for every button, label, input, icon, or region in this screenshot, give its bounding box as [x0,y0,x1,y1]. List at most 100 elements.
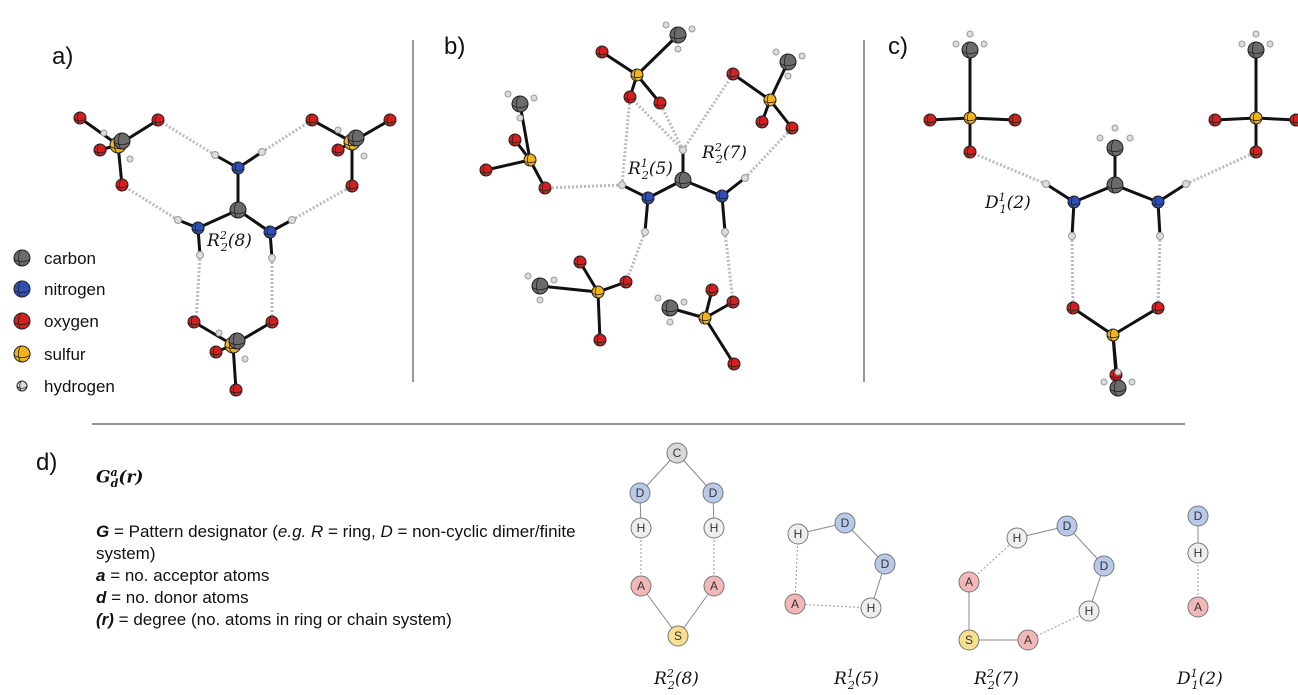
hydrogen-bond [1070,235,1075,309]
hydrogen-atom [1156,232,1164,240]
graph-node-A [1017,629,1039,651]
oxygen-atom [538,181,552,195]
hydrogen-bond [681,73,735,151]
graph-node-H [1078,600,1100,622]
nitrogen-atom [231,161,245,175]
nitrogen-atom [715,189,729,203]
hydrogen-atom [1182,180,1190,188]
hydrogen-atom [618,181,626,189]
oxygen-atom [619,275,633,289]
sulfur-atom [963,111,977,125]
graph-node-S [667,625,689,647]
oxygen-atom [785,121,799,135]
annotation-b-ring1: R1 2(5) [627,157,673,182]
nitrogen-legend-icon [13,280,31,298]
hydrogen-atom [798,52,806,60]
nitrogen-atom [641,191,655,205]
hydrogen-atom [1096,134,1104,142]
legend-label-hydrogen: hydrogen [44,377,115,396]
oxygen-atom [595,45,609,59]
graph-node-D [629,482,651,504]
hydrogen-legend-icon [16,380,28,392]
oxygen-atom [653,96,667,110]
panel-label-d: d) [36,449,57,476]
hydrogen-atom [1126,134,1134,142]
graph-node-label: D [841,516,850,530]
carbon-atom [228,332,246,350]
hydrogen-atom [100,129,108,137]
annotation-c-dimer: D1 1(2) [984,191,1031,216]
graph-node-label: A [791,597,799,611]
graph-set-label-3: D1 1(2) [1176,667,1223,692]
carbon-atom [661,299,679,317]
oxygen-atom [727,357,741,371]
oxygen-atom [331,143,345,157]
graph-node-D [1187,505,1209,527]
hydrogen-atom [516,114,524,122]
oxygen-atom [187,315,201,329]
hydrogen-atom [772,48,780,56]
nitrogen-atom [1151,195,1165,209]
hydrogen-atom [1128,378,1136,386]
hydrogen-atom [674,45,682,53]
graph-node-H [860,597,882,619]
hbond-annotations: R2 2(8) R1 2(5) R2 2(7) D1 1(2) [206,141,1031,254]
hydrogen-atom [741,174,749,182]
hydrogen-atom [641,228,649,236]
hydrogen-bond [121,183,179,222]
annotation-a-ring: R2 2(8) [206,229,252,254]
graph-node-label: D [1100,559,1109,573]
bond [969,116,1016,122]
legend-label-sulfur: sulfur [44,345,86,364]
hydrogen-atom [196,251,204,259]
bond [1214,116,1257,122]
oxygen-atom [1066,301,1080,315]
oxygen-atom [963,145,977,159]
hydrogen-atom [504,90,512,98]
graph-node-label: D [1063,519,1072,533]
carbon-atom [961,41,979,59]
graph-node-H [1187,542,1209,564]
graph-set-label-1: R1 2(5) [833,667,879,692]
graph-node-C [666,442,688,464]
hydrogen-atom [530,94,538,102]
carbon-atom [531,277,549,295]
graph-hbond-edge [1027,610,1090,641]
oxygen-atom [115,178,129,192]
hydrogen-bond [194,254,202,323]
oxygen-atom [508,133,522,147]
hydrogen-atom [688,25,696,33]
bond [929,116,971,122]
panel-label-a: a) [52,43,73,70]
hydrogen-atom [215,329,223,337]
hydrogen-atom [662,21,670,29]
bond [518,103,532,161]
hydrogen-atom [952,40,960,48]
graph-node-label: A [1024,633,1032,647]
nitrogen-atom [1067,195,1081,209]
panel-label-b: b) [444,33,465,60]
hydrogen-atom [1100,378,1108,386]
oxygen-atom [573,255,587,269]
hydrogen-atom [126,155,134,163]
oxygen-atom [265,315,279,329]
hydrogen-atom [680,298,688,306]
hydrogen-atom [1114,368,1122,376]
graph-node-label: A [965,575,973,589]
oxygen-atom [705,283,719,297]
carbon-legend-icon [13,249,31,267]
graph-node-S [958,629,980,651]
oxygen-atom [229,383,243,397]
hydrogen-atom [258,148,266,156]
graph-node-label: D [709,486,718,500]
hydrogen-atom [654,294,662,302]
hydrogen-atom [721,228,729,236]
graph-node-label: D [881,557,890,571]
oxygen-atom [479,163,493,177]
hydrogen-bond [628,95,685,152]
sulfur-atom [1106,328,1120,342]
graph-node-H [787,523,809,545]
graph-hbond-edge [968,537,1018,583]
sulfur-atom [591,285,605,299]
